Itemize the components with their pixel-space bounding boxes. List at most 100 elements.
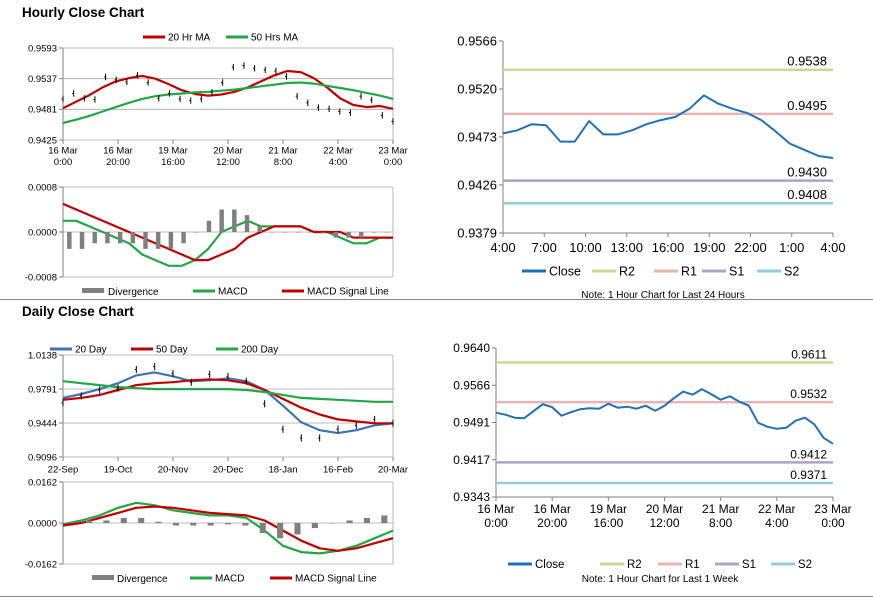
- y-tick-label: 0.9481: [28, 105, 57, 116]
- x-tick-label: 8:00: [709, 516, 733, 530]
- legend-divergence-label: Divergence: [117, 574, 168, 585]
- level-label-r1: 0.9495: [787, 98, 827, 113]
- level-label-s1: 0.9412: [790, 447, 827, 461]
- level-label-r1: 0.9532: [790, 387, 827, 401]
- divergence-bar: [92, 232, 97, 244]
- divergence-bar: [346, 232, 351, 238]
- divergence-bar: [219, 209, 224, 232]
- x-tick-label: 20-Dec: [213, 465, 244, 476]
- x-tick-label: 19 Mar: [158, 146, 188, 157]
- x-tick-label: 16-Feb: [323, 465, 353, 476]
- level-label-r2: 0.9538: [787, 54, 827, 69]
- legend-r1-label: R1: [681, 264, 697, 278]
- divergence-bar: [172, 523, 179, 526]
- divergence-bar: [120, 517, 127, 523]
- legend-200-day-label: 200 Day: [241, 345, 278, 356]
- legend-divergence-swatch: [82, 288, 104, 293]
- divergence-bar: [143, 232, 148, 249]
- x-tick-label: 0:00: [54, 157, 73, 168]
- divergence-bar: [138, 517, 145, 523]
- divergence-bar: [320, 232, 326, 233]
- x-tick-label: 4:00: [329, 157, 348, 168]
- series-line-20-day: [62, 371, 394, 435]
- x-tick-label: 0:00: [384, 157, 403, 168]
- y-tick-label: 0.9473: [457, 130, 497, 145]
- x-tick-label: 19:00: [693, 240, 726, 255]
- y-tick-label: 0.9417: [453, 453, 490, 467]
- y-tick-label: 0.9425: [28, 135, 57, 146]
- y-tick-label: 0.9566: [457, 34, 497, 49]
- legend-s1-label: S1: [742, 559, 756, 571]
- x-tick-label: 4:00: [820, 240, 845, 255]
- y-tick-label: 0.9537: [28, 74, 57, 85]
- legend-macd-label: MACD: [215, 574, 244, 585]
- x-tick-label: 19 Mar: [590, 502, 627, 516]
- y-tick-label: 0.9593: [28, 43, 57, 54]
- legend-20-day-label: 20 Day: [75, 345, 107, 356]
- series-line-20-hr-ma: [62, 69, 394, 110]
- x-tick-label: 12:00: [649, 516, 679, 530]
- x-tick-label: 20 Mar: [646, 502, 683, 516]
- x-tick-label: 16 Mar: [533, 502, 570, 516]
- x-tick-label: 23 Mar: [814, 502, 851, 516]
- y-tick-label: 0.0000: [28, 227, 57, 238]
- level-label-r2: 0.9611: [791, 348, 827, 362]
- divergence-bar: [311, 523, 318, 529]
- bottom-divider: [0, 596, 873, 597]
- divergence-bar: [155, 521, 162, 523]
- divergence-bar: [363, 517, 370, 523]
- x-tick-label: 10:00: [569, 240, 602, 255]
- series-line-close: [495, 388, 834, 445]
- divergence-bar: [282, 232, 288, 233]
- series-line-macd: [63, 219, 393, 267]
- x-tick-label: 23 Mar: [378, 146, 408, 157]
- x-tick-label: 16:00: [652, 240, 685, 255]
- x-tick-label: 16 Mar: [477, 502, 514, 516]
- series-line-50-hrs-ma: [62, 81, 394, 125]
- daily-section-title: Daily Close Chart: [22, 304, 134, 319]
- divergence-bar: [207, 523, 214, 526]
- level-label-s1: 0.9430: [787, 165, 827, 180]
- divergence-bar: [277, 523, 284, 539]
- x-tick-label: 12:00: [216, 157, 240, 168]
- legend-50hr-ma-label: 50 Hrs MA: [251, 33, 299, 44]
- x-tick-label: 4:00: [765, 516, 789, 530]
- chart-note: Note: 1 Hour Chart for Last 1 Week: [582, 574, 740, 585]
- legend-macd-label: MACD: [218, 287, 247, 298]
- divergence-bar: [181, 232, 186, 244]
- x-tick-label: 20:00: [537, 516, 567, 530]
- hourly-section-title: Hourly Close Chart: [22, 5, 145, 20]
- level-label-s2: 0.9408: [787, 187, 827, 202]
- y-tick-label: 0.9426: [457, 178, 497, 193]
- divergence-bar: [333, 232, 339, 238]
- divergence-bar: [270, 232, 275, 233]
- divergence-bar: [371, 232, 377, 233]
- legend-50-day-label: 50 Day: [156, 345, 188, 356]
- x-tick-label: 8:00: [274, 157, 293, 168]
- x-tick-label: 20 Mar: [213, 146, 243, 157]
- legend-r2-label: R2: [627, 559, 642, 571]
- divergence-bar: [130, 232, 136, 244]
- divergence-bar: [232, 209, 237, 232]
- x-tick-label: 1:00: [779, 240, 804, 255]
- x-tick-label: 7:00: [532, 240, 557, 255]
- divergence-bar: [155, 232, 161, 249]
- y-tick-label: 0.9640: [453, 341, 490, 355]
- x-tick-label: 21 Mar: [268, 146, 298, 157]
- x-tick-label: 16:00: [161, 157, 185, 168]
- x-tick-label: 4:00: [490, 240, 515, 255]
- x-tick-label: 16 Mar: [103, 146, 133, 157]
- x-tick-label: 22 Mar: [758, 502, 795, 516]
- y-tick-label: 0.9791: [28, 384, 57, 395]
- x-tick-label: 0:00: [821, 516, 845, 530]
- y-tick-label: 0.9566: [453, 378, 490, 392]
- divergence-bar: [79, 232, 85, 249]
- x-tick-label: 13:00: [610, 240, 643, 255]
- y-tick-label: 0.0000: [28, 518, 57, 529]
- divergence-bar: [242, 523, 249, 526]
- daily-macd-chart: 0.0162 0.0000 -0.0162: [25, 477, 394, 570]
